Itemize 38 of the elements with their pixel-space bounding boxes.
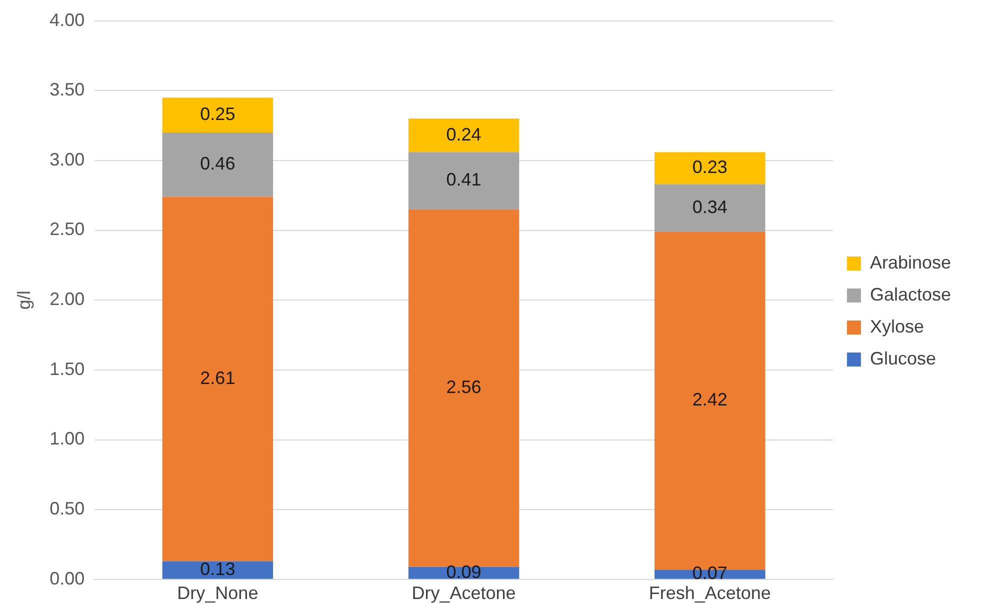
y-tick-label: 1.00 [50,428,85,449]
data-label: 0.09 [446,562,482,582]
bar [162,132,274,197]
bar [408,209,520,567]
y-tick-label: 0.00 [50,568,85,588]
data-label: 0.13 [200,559,236,580]
data-label: 2.56 [446,377,482,398]
bar [162,561,274,579]
y-tick-label: 0.50 [50,498,85,519]
bar [408,152,520,210]
y-tick-label: 1.50 [50,358,85,379]
x-tick-label: Fresh_Acetone [648,583,771,604]
y-axis-title: g/l [14,290,34,310]
y-tick-label: 3.50 [50,80,85,100]
bar [408,118,520,152]
legend-label: Galactose [870,284,951,304]
y-tick-label: 2.50 [50,219,85,240]
data-label: 0.24 [446,124,482,144]
bar [162,98,274,133]
legend-label: Arabinose [870,252,952,272]
bar [162,196,274,562]
data-label: 0.25 [200,104,236,124]
data-label: 2.42 [692,390,728,410]
bar [654,152,766,184]
data-label: 0.46 [200,154,236,174]
y-tick-label: 4.00 [50,10,85,30]
x-tick-label: Dry_Acetone [412,583,516,604]
legend-label: Glucose [870,348,936,368]
legend-label: Xylose [870,316,924,336]
data-label: 0.34 [692,196,728,217]
bar [654,184,766,232]
data-label: 2.61 [200,368,236,388]
data-label: 0.41 [446,170,482,190]
data-label: 0.07 [692,563,728,584]
y-tick-label: 3.00 [50,149,85,170]
y-tick-label: 2.00 [50,289,85,310]
x-tick-label: Dry_None [177,583,258,604]
data-label: 0.23 [692,157,728,178]
